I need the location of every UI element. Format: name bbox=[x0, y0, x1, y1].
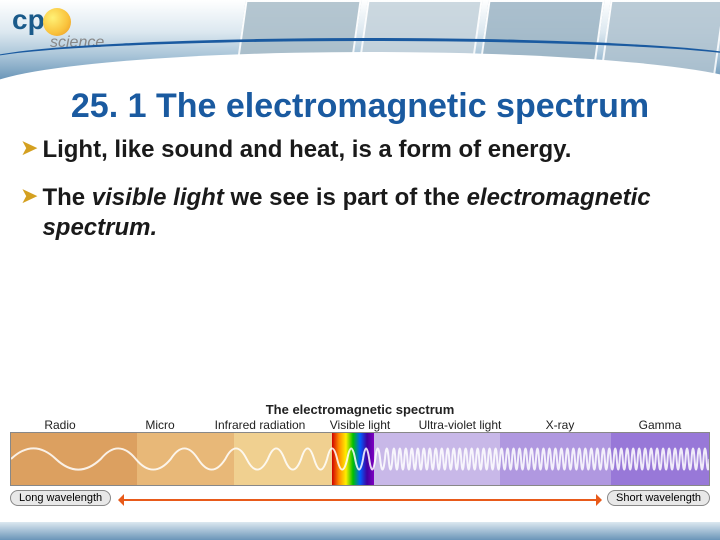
spectrum-band bbox=[374, 433, 500, 485]
spectrum-band-label: Radio bbox=[10, 418, 110, 432]
spectrum-band bbox=[234, 433, 332, 485]
bullet-marker-icon: ➤ bbox=[20, 135, 38, 161]
footer-band bbox=[0, 522, 720, 540]
spectrum-band-label: Gamma bbox=[610, 418, 710, 432]
bullet-segment: Light, like sound and heat, is a form of… bbox=[42, 136, 571, 163]
spectrum-band-label: Visible light bbox=[310, 418, 410, 432]
bullet-segment: we see is part of the bbox=[230, 184, 466, 211]
bullet-italic: visible light bbox=[92, 184, 231, 211]
header-banner: cp science bbox=[0, 0, 720, 80]
content-area: 25. 1 The electromagnetic spectrum ➤ Lig… bbox=[0, 80, 720, 243]
spectrum-figure: The electromagnetic spectrum RadioMicroI… bbox=[10, 402, 710, 510]
bullet-segment: The bbox=[42, 184, 91, 211]
spectrum-bar bbox=[10, 432, 710, 486]
spectrum-band-label: Micro bbox=[110, 418, 210, 432]
long-wavelength-label: Long wavelength bbox=[10, 490, 111, 506]
spectrum-band-label: X-ray bbox=[510, 418, 610, 432]
spectrum-band-label: Infrared radiation bbox=[210, 418, 310, 432]
spectrum-band bbox=[137, 433, 235, 485]
spectrum-band bbox=[611, 433, 709, 485]
bullet-marker-icon: ➤ bbox=[20, 183, 38, 209]
short-wavelength-label: Short wavelength bbox=[607, 490, 710, 506]
spectrum-band bbox=[332, 433, 374, 485]
logo-dot-icon bbox=[43, 8, 71, 36]
logo-cp: cp bbox=[12, 4, 45, 35]
spectrum-band-label: Ultra-violet light bbox=[410, 418, 510, 432]
bullet-item: ➤ The visible light we see is part of th… bbox=[20, 183, 700, 243]
bullet-text: Light, like sound and heat, is a form of… bbox=[42, 135, 571, 165]
spectrum-labels-row: RadioMicroInfrared radiationVisible ligh… bbox=[10, 418, 710, 432]
spectrum-title: The electromagnetic spectrum bbox=[10, 402, 710, 417]
bullet-text: The visible light we see is part of the … bbox=[42, 183, 700, 243]
spectrum-band bbox=[11, 433, 137, 485]
page-title: 25. 1 The electromagnetic spectrum bbox=[20, 88, 700, 125]
double-arrow-icon bbox=[124, 499, 596, 501]
wavelength-arrow-row: Long wavelength Short wavelength bbox=[10, 490, 710, 510]
logo-text: cp bbox=[12, 6, 104, 36]
spectrum-band bbox=[500, 433, 612, 485]
bullet-item: ➤ Light, like sound and heat, is a form … bbox=[20, 135, 700, 165]
